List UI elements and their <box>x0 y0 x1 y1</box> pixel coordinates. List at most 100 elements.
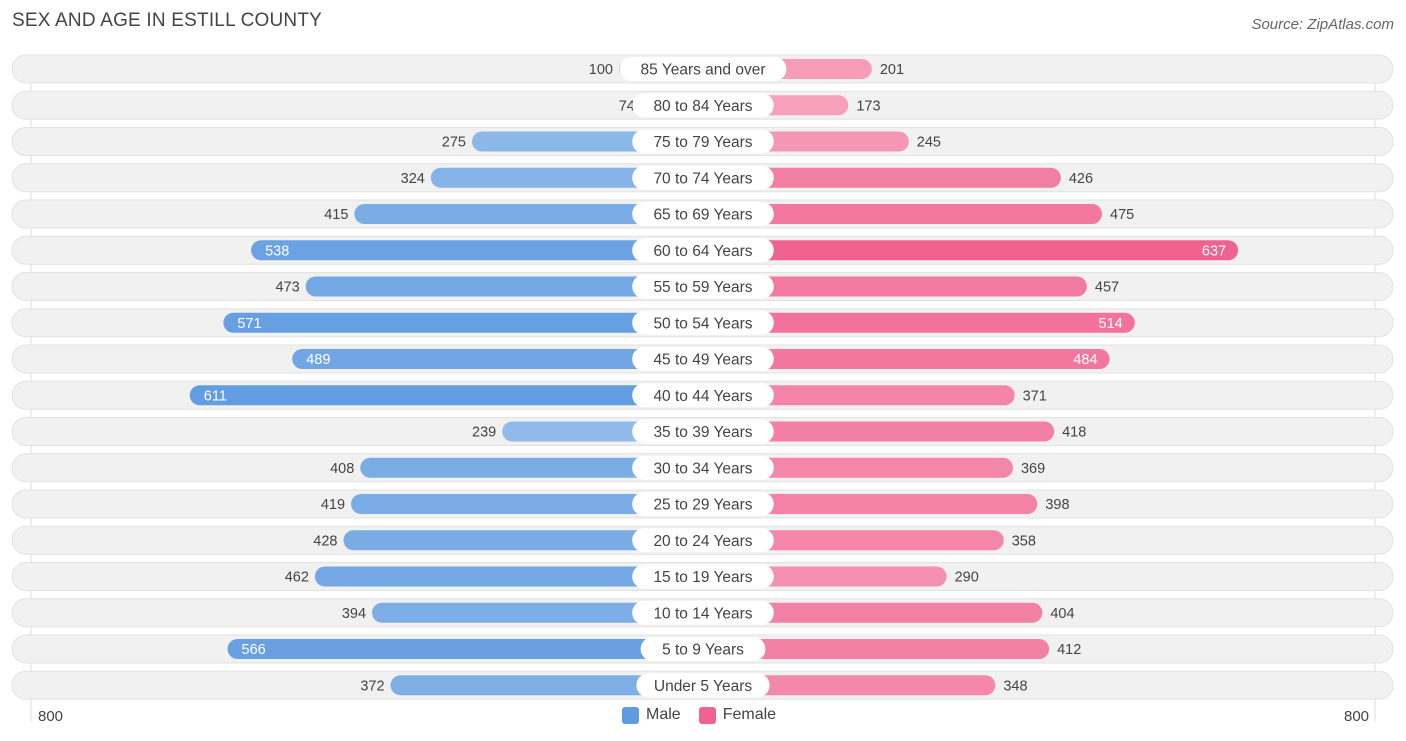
male-value-label: 538 <box>265 243 289 259</box>
female-value-label: 201 <box>880 62 904 78</box>
axis-right-label: 800 <box>1344 708 1370 725</box>
male-bar <box>360 457 703 478</box>
female-value-label: 398 <box>1045 497 1069 513</box>
category-label: 25 to 29 Years <box>653 497 752 514</box>
category-label-bg <box>632 492 774 516</box>
male-bar <box>251 240 703 261</box>
category-label: 15 to 19 Years <box>653 569 752 586</box>
male-bar <box>223 312 704 333</box>
male-value-label: 324 <box>401 171 425 187</box>
legend-label-female: Female <box>722 706 777 723</box>
male-value-label: 415 <box>324 207 348 223</box>
male-bar <box>305 276 703 297</box>
female-bar <box>703 167 1061 188</box>
male-bar <box>354 204 703 224</box>
female-value-label: 484 <box>1073 352 1097 368</box>
male-value-label: 419 <box>321 497 345 513</box>
male-value-label: 100 <box>589 62 613 78</box>
category-label-bg <box>632 165 774 190</box>
female-bar <box>703 385 1015 406</box>
legend-item-female: Female <box>698 706 777 724</box>
category-label-bg <box>619 57 787 81</box>
female-bar <box>703 312 1135 333</box>
female-bar <box>703 530 1004 551</box>
category-label: 70 to 74 Years <box>653 170 752 187</box>
female-bar <box>703 675 996 696</box>
category-label: 20 to 24 Years <box>653 533 752 550</box>
female-value-label: 371 <box>1023 388 1047 404</box>
legend-item-male: Male <box>622 706 681 724</box>
category-label-bg <box>632 600 774 625</box>
female-value-label: 404 <box>1050 606 1074 622</box>
male-value-label: 275 <box>442 135 466 151</box>
category-label: Under 5 Years <box>654 678 752 695</box>
female-value-label: 369 <box>1021 461 1045 477</box>
male-value-label: 408 <box>330 461 354 477</box>
category-label: 65 to 69 Years <box>653 207 752 224</box>
female-value-label: 358 <box>1012 533 1036 549</box>
male-value-label: 566 <box>242 642 266 658</box>
legend-swatch-female <box>698 706 716 724</box>
chart-title: SEX AND AGE IN ESTILL COUNTY <box>12 10 323 31</box>
category-label: 75 to 79 Years <box>653 134 752 151</box>
female-bar <box>703 240 1239 261</box>
female-value-label: 514 <box>1099 316 1123 332</box>
category-label-bg <box>632 129 774 154</box>
category-label: 45 to 49 Years <box>653 352 752 369</box>
male-value-label: 571 <box>237 316 261 332</box>
male-value-label: 372 <box>360 678 384 694</box>
female-value-label: 418 <box>1062 425 1086 441</box>
category-label-bg <box>632 383 774 408</box>
axis-left-label: 800 <box>38 708 64 725</box>
source-label: Source: ZipAtlas.com <box>1251 16 1394 33</box>
female-bar <box>703 349 1110 369</box>
category-label: 30 to 34 Years <box>653 460 752 477</box>
category-label: 40 to 44 Years <box>653 388 752 405</box>
male-value-label: 611 <box>204 388 227 404</box>
category-label: 85 Years and over <box>641 62 766 79</box>
male-value-label: 473 <box>275 280 299 296</box>
male-value-label: 239 <box>472 425 496 441</box>
legend-label-male: Male <box>646 706 681 723</box>
category-label-bg <box>632 274 774 299</box>
male-value-label: 428 <box>313 533 337 549</box>
female-bar <box>703 639 1050 659</box>
category-label-bg <box>632 347 774 371</box>
male-bar <box>314 566 703 587</box>
female-value-label: 457 <box>1095 280 1119 296</box>
category-label-bg <box>632 310 774 335</box>
category-label-bg <box>632 419 774 444</box>
male-bar <box>372 602 703 623</box>
male-bar <box>227 639 703 659</box>
male-bar <box>351 494 703 514</box>
female-value-label: 290 <box>955 570 979 586</box>
legend-swatch-male <box>622 706 639 724</box>
female-value-label: 173 <box>856 98 880 114</box>
male-bar <box>390 675 703 696</box>
category-label-bg <box>632 238 774 263</box>
male-value-label: 394 <box>342 606 366 622</box>
female-bar <box>703 494 1038 514</box>
category-label: 60 to 64 Years <box>653 243 752 260</box>
category-label-bg <box>632 528 774 553</box>
category-label: 50 to 54 Years <box>653 315 752 332</box>
male-value-label: 74 <box>619 98 635 114</box>
male-value-label: 462 <box>285 570 309 586</box>
category-label: 5 to 9 Years <box>662 642 744 659</box>
category-label: 35 to 39 Years <box>653 424 752 441</box>
male-value-label: 489 <box>306 352 330 368</box>
female-bar <box>703 204 1102 224</box>
legend: Male Female <box>622 706 788 724</box>
female-bar <box>703 276 1087 297</box>
female-value-label: 412 <box>1057 642 1081 658</box>
female-bar <box>703 602 1043 623</box>
female-value-label: 348 <box>1003 678 1027 694</box>
category-label-bg <box>640 637 766 661</box>
female-bar <box>703 421 1055 442</box>
female-value-label: 637 <box>1202 243 1226 259</box>
female-value-label: 245 <box>917 135 941 151</box>
category-label-bg <box>636 673 770 698</box>
category-label-bg <box>632 202 774 226</box>
category-label-bg <box>632 564 774 589</box>
